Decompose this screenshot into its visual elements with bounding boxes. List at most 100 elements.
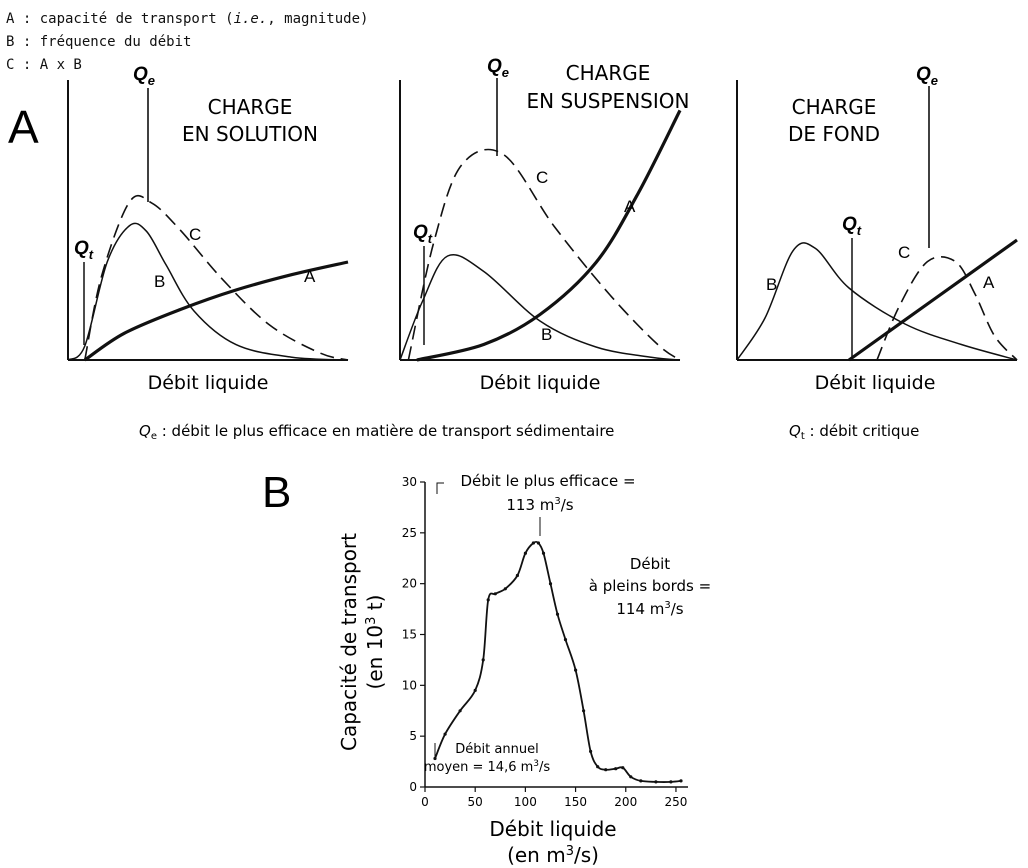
legend-c: C : A x B <box>6 57 82 73</box>
b-data-point <box>515 573 520 578</box>
b-data-point <box>589 749 593 754</box>
b-y-label-2: (en 103 t) <box>363 595 387 690</box>
legend-b: B : fréquence du débit <box>6 34 191 50</box>
note-qe: Qe : débit le plus efficace en matière d… <box>139 422 614 442</box>
fond-qt-label: Qt <box>842 214 862 238</box>
solution-title-1: CHARGE <box>208 95 293 119</box>
b-data-point <box>548 582 553 586</box>
b-data-point <box>473 688 477 693</box>
b-data-point <box>503 587 507 591</box>
b-data-point <box>458 709 462 713</box>
solution-label-c: C <box>189 225 201 244</box>
ann-bank-line1: Débit <box>630 555 670 573</box>
b-x-label-2: (en m3/s) <box>507 843 599 867</box>
chart-suspension: Qe Qt CHARGE EN SUSPENSION C B A Débit l… <box>399 56 690 394</box>
suspension-curve-b <box>399 254 681 361</box>
b-y-tick-label: 20 <box>402 577 417 591</box>
b-x-tick-label: 0 <box>421 795 429 809</box>
fond-title-1: CHARGE <box>792 95 877 119</box>
solution-curve-c <box>84 194 349 361</box>
legend: A : capacité de transport (i.e., magnitu… <box>6 11 368 73</box>
suspension-title-2: EN SUSPENSION <box>527 89 690 113</box>
b-data-point <box>523 551 528 555</box>
b-y-tick-label: 10 <box>402 678 417 692</box>
ann-bank-line2: à pleins bords = <box>589 577 711 595</box>
fond-label-b: B <box>766 275 777 294</box>
b-data-point <box>669 780 673 784</box>
b-data-point <box>614 767 618 771</box>
suspension-qt-label: Qt <box>413 222 433 246</box>
b-x-tick-label: 100 <box>514 795 537 809</box>
b-data-point <box>541 551 546 555</box>
fond-label-a: A <box>983 273 995 292</box>
b-data-point <box>621 766 625 770</box>
b-data-point <box>531 541 536 545</box>
suspension-label-b: B <box>541 325 552 344</box>
legend-a: A : capacité de transport (i.e., magnitu… <box>6 11 368 27</box>
b-x-tick-label: 200 <box>614 795 637 809</box>
chart-fond: Qe Qt CHARGE DE FOND C B A Débit liquide <box>736 64 1018 394</box>
suspension-curve-a <box>416 109 682 362</box>
b-data-point <box>486 598 490 602</box>
solution-label-b: B <box>154 272 165 291</box>
solution-curve-a <box>83 260 349 362</box>
solution-title-2: EN SOLUTION <box>182 122 318 146</box>
b-x-tick-label: 150 <box>564 795 587 809</box>
b-x-tick-label: 50 <box>468 795 483 809</box>
suspension-curve-c <box>407 148 681 361</box>
b-x-label-1: Débit liquide <box>489 817 616 841</box>
b-data-point <box>563 638 568 642</box>
fond-curve-a <box>848 238 1018 362</box>
b-y-tick-label: 5 <box>409 729 417 743</box>
ann-eff-line2: 113 m3/s <box>506 496 573 514</box>
b-data-point <box>596 765 600 769</box>
b-data-point <box>582 709 586 713</box>
suspension-qe-label: Qe <box>487 56 509 80</box>
ann-eff-bracket <box>436 482 444 494</box>
b-data-point <box>574 668 578 672</box>
note-qt: Qt : débit critique <box>789 422 919 442</box>
fond-qe-label: Qe <box>916 64 938 88</box>
suspension-label-a: A <box>624 197 636 216</box>
suspension-x-label: Débit liquide <box>480 372 601 394</box>
b-data-point <box>481 658 485 662</box>
b-data-point <box>536 541 541 545</box>
solution-qe-label: Qe <box>133 64 155 88</box>
fond-x-label: Débit liquide <box>815 372 936 394</box>
fond-curve-c <box>876 256 1018 361</box>
chart-solution: Qe Qt CHARGE EN SOLUTION C B A Débit liq… <box>67 64 349 394</box>
b-data-point <box>604 768 608 772</box>
b-data-point <box>555 612 560 616</box>
b-data-point <box>493 592 497 596</box>
b-data-point <box>443 732 447 736</box>
solution-curve-b <box>67 222 349 361</box>
ann-eff-line1: Débit le plus efficace = <box>460 472 635 490</box>
b-capacity-line <box>434 540 682 783</box>
b-data-point <box>639 779 643 783</box>
b-data-point <box>679 779 683 783</box>
suspension-label-c: C <box>536 168 548 187</box>
b-x-tick-label: 250 <box>665 795 688 809</box>
solution-x-label: Débit liquide <box>148 372 269 394</box>
b-y-label-1: Capacité de transport <box>337 533 361 751</box>
b-y-tick-label: 25 <box>402 526 417 540</box>
b-y-tick-label: 0 <box>409 780 417 794</box>
fond-title-2: DE FOND <box>788 122 880 146</box>
panel-a-letter: A <box>8 101 39 153</box>
b-data-point <box>654 780 658 784</box>
b-data-point <box>433 756 437 761</box>
solution-qt-label: Qt <box>74 238 94 262</box>
ann-mean-line2: moyen = 14,6 m3/s <box>424 759 551 775</box>
b-y-tick-label: 15 <box>402 628 417 642</box>
ann-mean-line1: Débit annuel <box>455 742 538 757</box>
ann-bank-line3: 114 m3/s <box>616 600 683 618</box>
b-y-tick-label: 30 <box>402 475 417 489</box>
solution-label-a: A <box>304 267 316 286</box>
chart-transport-capacity: 0 5 10 15 20 25 30 0 50 100 150 200 250 Capacité de … <box>337 472 711 867</box>
fond-label-c: C <box>898 243 910 262</box>
panel-b-letter: B <box>262 468 291 517</box>
b-data-point <box>629 775 633 779</box>
suspension-title-1: CHARGE <box>566 61 651 85</box>
fond-curve-b <box>736 242 1018 361</box>
